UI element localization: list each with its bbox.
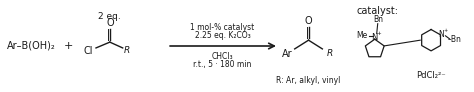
Text: O: O bbox=[106, 18, 114, 28]
Text: CHCl₃: CHCl₃ bbox=[212, 52, 233, 61]
Text: catalyst:: catalyst: bbox=[357, 6, 399, 16]
Text: N: N bbox=[372, 33, 378, 42]
Text: N: N bbox=[438, 30, 444, 39]
Text: Ar: Ar bbox=[282, 49, 292, 59]
Text: R: R bbox=[327, 49, 333, 58]
Text: 2.25 eq. K₂CO₃: 2.25 eq. K₂CO₃ bbox=[195, 31, 250, 40]
Text: Cl: Cl bbox=[83, 46, 93, 56]
Text: –Bn: –Bn bbox=[447, 35, 461, 44]
Text: +: + bbox=[443, 28, 447, 33]
Text: 2 eq.: 2 eq. bbox=[99, 12, 121, 21]
Text: +: + bbox=[64, 41, 73, 51]
Text: O: O bbox=[305, 16, 312, 26]
Text: Me: Me bbox=[356, 31, 367, 40]
Text: Bn: Bn bbox=[374, 15, 384, 24]
Text: +: + bbox=[376, 31, 381, 36]
Text: R: Ar, alkyl, vinyl: R: Ar, alkyl, vinyl bbox=[276, 76, 341, 85]
Text: Ar–B(OH)₂: Ar–B(OH)₂ bbox=[8, 41, 56, 51]
Text: 1 mol-% catalyst: 1 mol-% catalyst bbox=[191, 23, 255, 32]
Text: R: R bbox=[123, 46, 129, 55]
Text: r.t., 5 · 180 min: r.t., 5 · 180 min bbox=[193, 60, 252, 69]
Text: PdCl₂²⁻: PdCl₂²⁻ bbox=[416, 71, 446, 80]
